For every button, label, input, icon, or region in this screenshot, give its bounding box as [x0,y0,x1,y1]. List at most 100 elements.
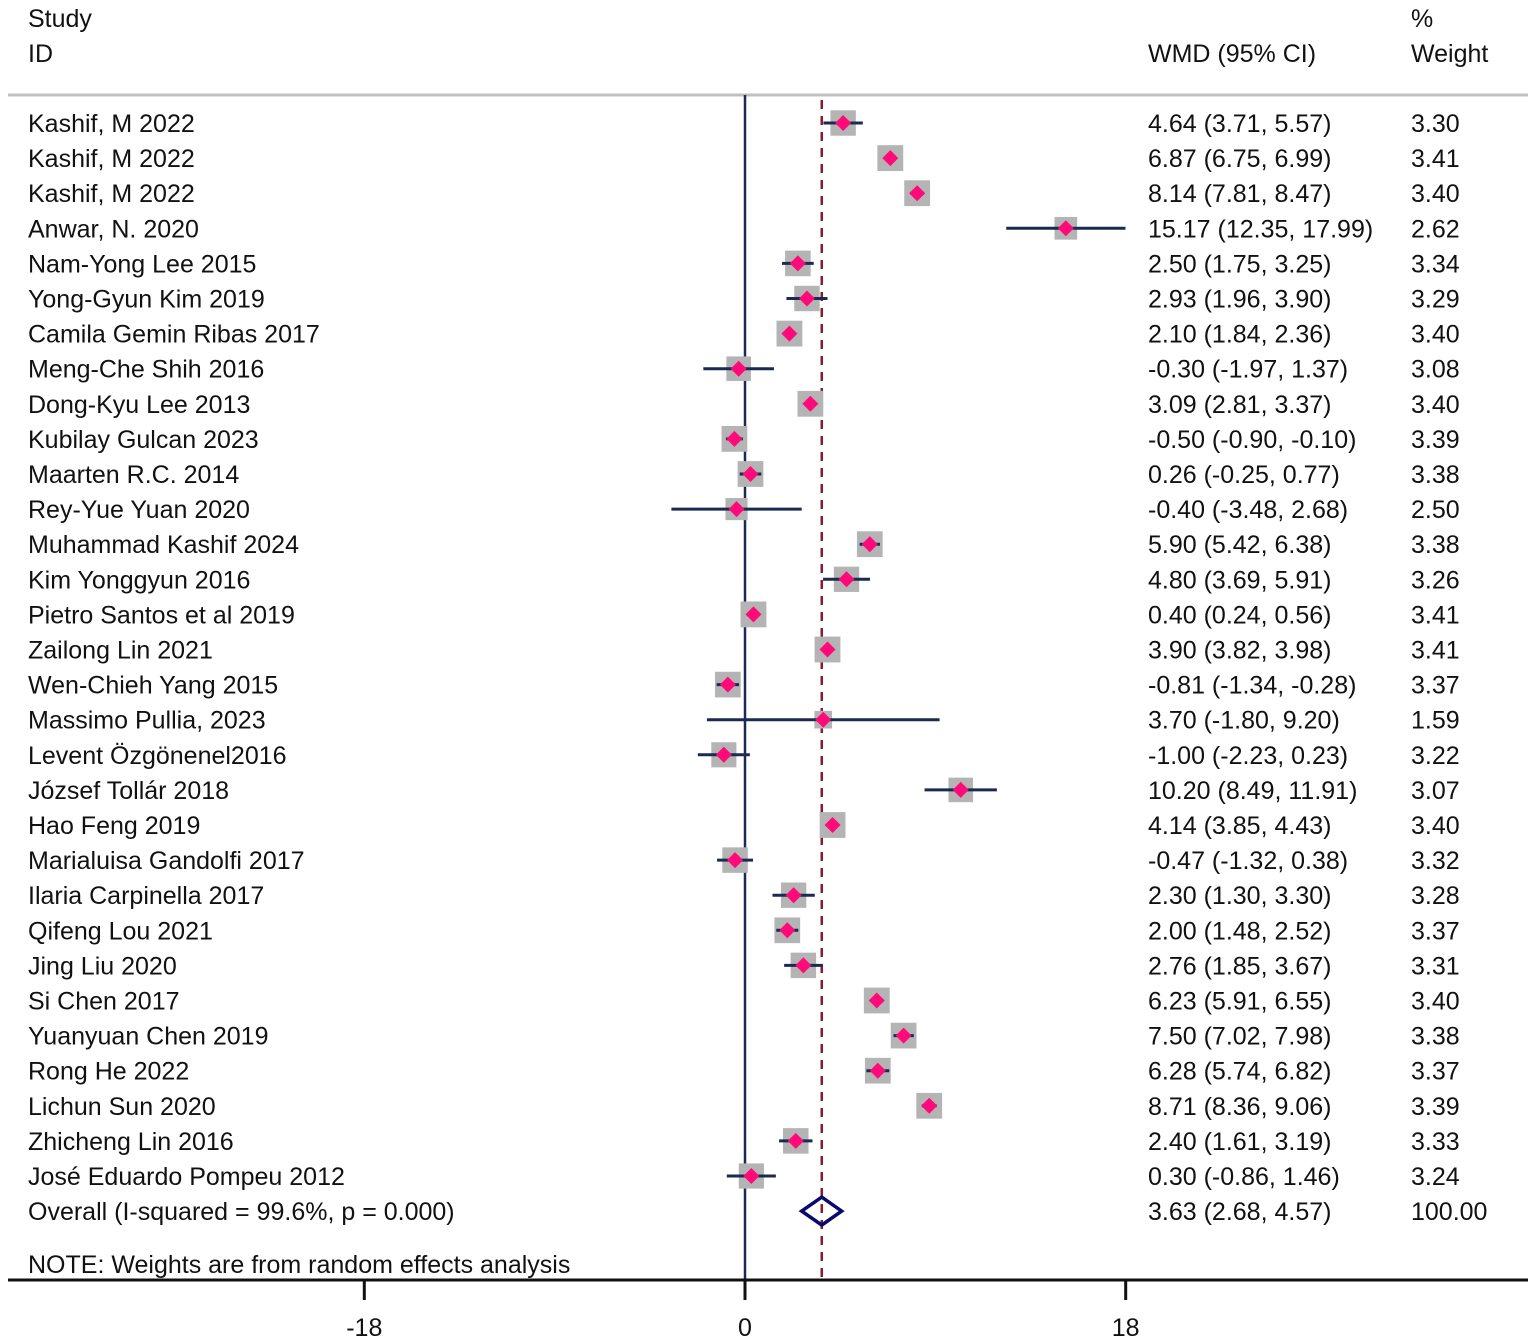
x-tick-label: -18 [346,1314,382,1342]
overall-diamond [798,1194,845,1228]
study-label: Kashif, M 2022 [28,110,195,138]
study-weight: 3.31 [1411,952,1460,980]
study-ci-text: 2.93 (1.96, 3.90) [1148,286,1331,314]
study-ci-text: 2.00 (1.48, 2.52) [1148,917,1331,945]
header-effect: WMD (95% CI) [1148,40,1316,68]
study-label: Nam-Yong Lee 2015 [28,250,256,278]
study-label: Pietro Santos et al 2019 [28,601,295,629]
point-estimate [781,325,798,342]
point-estimate [802,395,819,412]
study-ci-text: 8.71 (8.36, 9.06) [1148,1093,1331,1121]
study-weight: 3.34 [1411,250,1460,278]
study-weight: 3.38 [1411,531,1460,559]
study-ci-text: 2.30 (1.30, 3.30) [1148,882,1331,910]
study-ci-text: 6.87 (6.75, 6.99) [1148,145,1331,173]
study-label: José Eduardo Pompeu 2012 [28,1163,345,1191]
study-label: Si Chen 2017 [28,988,180,1016]
study-label: Wen-Chieh Yang 2015 [28,672,278,700]
study-ci-text: 0.26 (-0.25, 0.77) [1148,461,1340,489]
point-estimate [882,150,899,167]
study-ci-text: 4.80 (3.69, 5.91) [1148,566,1331,594]
study-ci-text: 0.40 (0.24, 0.56) [1148,601,1331,629]
study-label: Kashif, M 2022 [28,145,195,173]
study-label: Hao Feng 2019 [28,812,200,840]
study-label: Yuanyuan Chen 2019 [28,1023,269,1051]
study-weight: 3.39 [1411,1093,1460,1121]
study-ci-text: 15.17 (12.35, 17.99) [1148,215,1373,243]
study-ci-text: 0.30 (-0.86, 1.46) [1148,1163,1340,1191]
study-label: Ilaria Carpinella 2017 [28,882,264,910]
study-weight: 3.38 [1411,1023,1460,1051]
study-label: Zailong Lin 2021 [28,637,213,665]
point-estimate [838,571,855,588]
study-label: Rong He 2022 [28,1058,189,1086]
point-estimate [726,430,743,447]
study-label: Jing Liu 2020 [28,952,177,980]
point-estimate [730,360,747,377]
study-weight: 2.62 [1411,215,1460,243]
study-weight: 3.26 [1411,566,1460,594]
study-label: Kubilay Gulcan 2023 [28,426,259,454]
study-weight: 3.40 [1411,988,1460,1016]
study-weight: 2.50 [1411,496,1460,524]
header-id: ID [28,40,53,68]
point-estimate [745,606,762,623]
study-label: Rey-Yue Yuan 2020 [28,496,250,524]
study-label: Marialuisa Gandolfi 2017 [28,847,305,875]
study-weight: 3.37 [1411,672,1460,700]
study-ci-text: 7.50 (7.02, 7.98) [1148,1023,1331,1051]
study-ci-text: -0.40 (-3.48, 2.68) [1148,496,1348,524]
x-tick-label: 18 [1112,1314,1140,1342]
study-weight: 3.41 [1411,637,1460,665]
study-weight: 3.40 [1411,180,1460,208]
study-ci-text: 2.50 (1.75, 3.25) [1148,250,1331,278]
study-label: Massimo Pullia, 2023 [28,707,266,735]
point-estimate [727,852,744,869]
study-label: Levent Özgönenel2016 [28,742,287,770]
study-weight: 3.40 [1411,812,1460,840]
header-weight-percent: % [1411,5,1433,33]
point-estimate [719,676,736,693]
study-weight: 3.32 [1411,847,1460,875]
point-estimate [868,992,885,1009]
study-label: Zhicheng Lin 2016 [28,1128,234,1156]
study-weight: 3.07 [1411,777,1460,805]
study-ci-text: 6.23 (5.91, 6.55) [1148,988,1331,1016]
study-weight: 3.39 [1411,426,1460,454]
study-ci-text: 3.70 (-1.80, 9.20) [1148,707,1340,735]
study-ci-text: -0.50 (-0.90, -0.10) [1148,426,1356,454]
point-estimate [895,1027,912,1044]
study-weight: 3.29 [1411,286,1460,314]
point-estimate [743,1168,760,1184]
study-weight: 3.37 [1411,917,1460,945]
point-estimate [787,1132,804,1149]
study-weight: 3.28 [1411,882,1460,910]
study-weight: 3.38 [1411,461,1460,489]
study-weight: 3.37 [1411,1058,1460,1086]
study-weight: 3.41 [1411,601,1460,629]
point-estimate [815,711,832,728]
study-weight: 3.24 [1411,1163,1460,1191]
point-estimate [798,290,815,307]
study-ci-text: 2.10 (1.84, 2.36) [1148,321,1331,349]
study-ci-text: 4.14 (3.85, 4.43) [1148,812,1331,840]
point-estimate [795,957,812,974]
study-ci-text: -0.47 (-1.32, 0.38) [1148,847,1348,875]
study-ci-text: 3.90 (3.82, 3.98) [1148,637,1331,665]
point-estimate [861,536,878,553]
study-label: József Tollár 2018 [28,777,229,805]
study-weight: 3.40 [1411,391,1460,419]
point-estimate [835,115,852,131]
study-label: Meng-Che Shih 2016 [28,356,264,384]
study-ci-text: -1.00 (-2.23, 0.23) [1148,742,1348,770]
study-ci-text: 2.76 (1.85, 3.67) [1148,952,1331,980]
study-weight: 3.40 [1411,321,1460,349]
study-weight: 3.30 [1411,110,1460,138]
study-label: Dong-Kyu Lee 2013 [28,391,250,419]
study-weight: 3.22 [1411,742,1460,770]
study-label: Qifeng Lou 2021 [28,917,213,945]
study-weight: 3.41 [1411,145,1460,173]
x-tick-label: 0 [738,1314,752,1342]
study-ci-text: -0.30 (-1.97, 1.37) [1148,356,1348,384]
